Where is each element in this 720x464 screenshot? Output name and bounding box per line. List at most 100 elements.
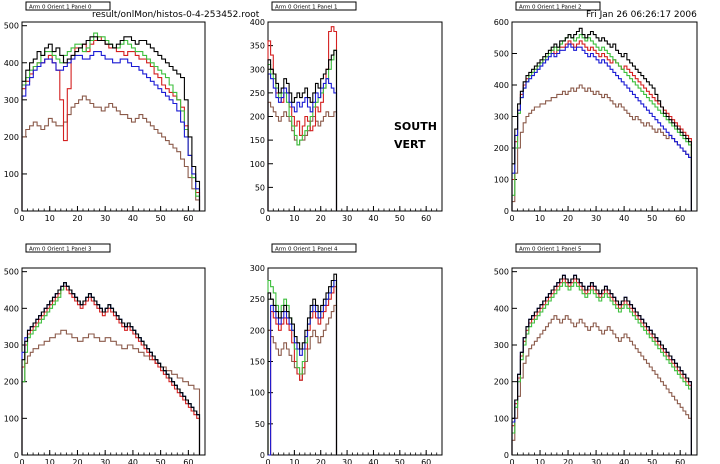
series-green bbox=[511, 282, 692, 455]
series-green bbox=[267, 49, 338, 211]
series-brown bbox=[511, 84, 692, 211]
y-tick-label: 500 bbox=[494, 268, 509, 277]
x-tick-label: 10 bbox=[535, 214, 545, 223]
y-tick-label: 50 bbox=[255, 420, 265, 429]
x-tick-label: 60 bbox=[675, 214, 685, 223]
series-black bbox=[21, 36, 201, 211]
x-tick-label: 60 bbox=[183, 458, 193, 464]
panel-title: Arm 0 Orient 1 Panel 1 bbox=[275, 5, 338, 11]
y-tick-label: 300 bbox=[250, 264, 265, 273]
x-tick-label: 10 bbox=[45, 214, 55, 223]
x-tick-label: 0 bbox=[509, 214, 514, 223]
x-tick-label: 10 bbox=[45, 458, 55, 464]
histogram-panel-1: Arm 0 Orient 1 Panel 1050100150200250300… bbox=[250, 1, 443, 223]
x-tick-label: 20 bbox=[316, 458, 326, 464]
histogram-panel-0: Arm 0 Orient 1 Panel 0 0 100 200 300 400 500 0 1… bbox=[4, 1, 206, 223]
plot-frame bbox=[21, 21, 206, 212]
x-tick-label: 10 bbox=[289, 214, 299, 223]
y-tick-label: 400 bbox=[250, 18, 265, 27]
x-tick-label: 30 bbox=[100, 458, 110, 464]
x-tick-label: 30 bbox=[342, 458, 352, 464]
panel-title-box bbox=[515, 1, 601, 11]
series-brown bbox=[21, 329, 201, 455]
x-tick-label: 10 bbox=[535, 458, 545, 464]
series-blue bbox=[511, 43, 692, 211]
y-tick-label: 400 bbox=[4, 304, 19, 313]
y-tick-label: 0 bbox=[260, 451, 265, 460]
y-tick-label: 0 bbox=[260, 207, 265, 216]
series-red bbox=[21, 36, 201, 211]
y-tick-label: 600 bbox=[494, 18, 509, 27]
panel-title: Arm 0 Orient 1 Panel 2 bbox=[519, 5, 582, 11]
y-tick-label: 250 bbox=[250, 295, 265, 304]
x-tick-label: 60 bbox=[675, 458, 685, 464]
file-path: result/onlMon/histos-0-4-253452.root bbox=[92, 10, 260, 20]
y-tick-label: 0 bbox=[504, 451, 509, 460]
y-tick-label: 200 bbox=[494, 144, 509, 153]
panel-title: Arm 0 Orient 1 Panel 4 bbox=[275, 247, 338, 253]
series-green bbox=[511, 34, 692, 211]
panel-title: Arm 0 Orient 1 Panel 3 bbox=[29, 247, 92, 253]
x-tick-label: 50 bbox=[395, 214, 405, 223]
series-brown bbox=[511, 315, 692, 455]
x-tick-label: 30 bbox=[591, 458, 601, 464]
x-tick-label: 50 bbox=[647, 458, 657, 464]
y-tick-label: 400 bbox=[4, 59, 19, 68]
y-tick-label: 100 bbox=[250, 160, 265, 169]
label-south: SOUTH bbox=[394, 120, 437, 133]
series-black bbox=[511, 27, 692, 211]
x-tick-label: 0 bbox=[19, 458, 24, 464]
x-tick-label: 50 bbox=[156, 214, 166, 223]
y-tick-label: 300 bbox=[494, 113, 509, 122]
y-tick-label: 100 bbox=[4, 414, 19, 423]
x-tick-label: 50 bbox=[156, 458, 166, 464]
x-tick-label: 30 bbox=[100, 214, 110, 223]
x-tick-label: 0 bbox=[509, 458, 514, 464]
y-tick-label: 400 bbox=[494, 81, 509, 90]
x-tick-label: 10 bbox=[289, 458, 299, 464]
label-vert: VERT bbox=[394, 138, 426, 151]
y-tick-label: 50 bbox=[255, 183, 265, 192]
y-tick-label: 250 bbox=[250, 89, 265, 98]
series-black bbox=[267, 49, 338, 211]
series-red bbox=[511, 278, 692, 455]
y-tick-label: 100 bbox=[250, 389, 265, 398]
panel-title-box bbox=[25, 243, 111, 253]
x-tick-label: 60 bbox=[421, 458, 431, 464]
x-tick-label: 60 bbox=[183, 214, 193, 223]
series-blue bbox=[267, 73, 338, 211]
x-tick-label: 40 bbox=[128, 214, 138, 223]
y-tick-label: 300 bbox=[4, 341, 19, 350]
panel-title-box bbox=[515, 243, 601, 253]
panel-title-box bbox=[271, 243, 357, 253]
y-tick-label: 200 bbox=[494, 378, 509, 387]
series-black bbox=[267, 273, 338, 455]
series-brown bbox=[21, 95, 201, 211]
x-tick-label: 20 bbox=[563, 458, 573, 464]
y-tick-label: 300 bbox=[4, 96, 19, 105]
series-blue bbox=[21, 51, 201, 211]
series-brown bbox=[267, 101, 338, 211]
y-tick-label: 500 bbox=[4, 268, 19, 277]
x-tick-label: 0 bbox=[265, 458, 270, 464]
x-tick-label: 40 bbox=[368, 458, 378, 464]
series-red bbox=[21, 285, 201, 455]
y-tick-label: 200 bbox=[4, 133, 19, 142]
y-tick-label: 300 bbox=[494, 341, 509, 350]
panel-title-box bbox=[25, 1, 111, 11]
y-tick-label: 500 bbox=[4, 22, 19, 31]
x-tick-label: 20 bbox=[316, 214, 326, 223]
panel-title: Arm 0 Orient 1 Panel 0 bbox=[29, 5, 92, 11]
panel-title-box bbox=[271, 1, 357, 11]
y-tick-label: 0 bbox=[14, 451, 19, 460]
x-tick-label: 20 bbox=[72, 458, 82, 464]
plot-frame bbox=[21, 267, 206, 456]
series-black bbox=[21, 282, 201, 455]
x-tick-label: 60 bbox=[421, 214, 431, 223]
plot-frame bbox=[511, 267, 698, 456]
histogram-panel-5: Arm 0 Orient 1 Panel 5 0 100 200 300 400 500 0 1… bbox=[494, 243, 698, 464]
y-tick-label: 0 bbox=[14, 207, 19, 216]
x-tick-label: 50 bbox=[395, 458, 405, 464]
